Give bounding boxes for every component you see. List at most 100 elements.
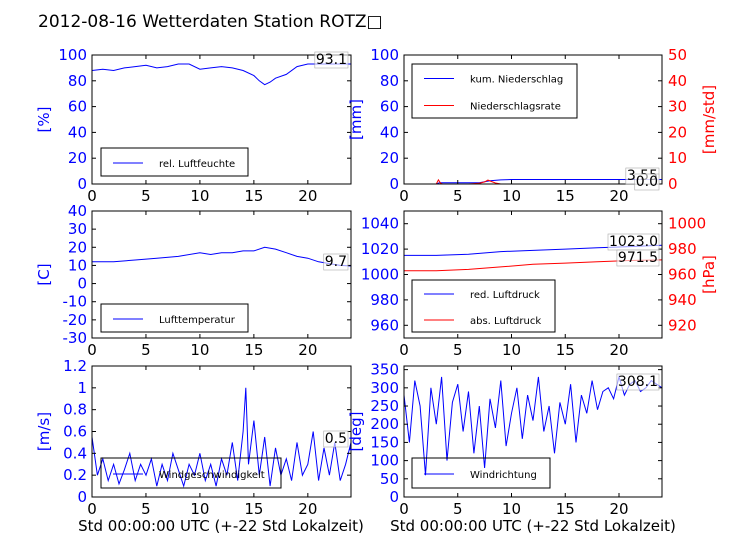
y-tick-label: 40 (380, 123, 399, 141)
legend-label: Lufttemperatur (159, 315, 236, 326)
y-tick-label: 20 (68, 149, 87, 167)
last-value-box (616, 373, 660, 391)
y-tick-label: 0.4 (63, 444, 87, 462)
y2-axis-label: [hPa] (700, 255, 718, 294)
y-tick-label: 250 (370, 397, 399, 415)
y-tick-label: 0 (77, 175, 87, 193)
x-tick-label: 15 (244, 341, 263, 359)
x-tick-label: 20 (609, 500, 628, 518)
y2-tick-label: 10 (668, 149, 687, 167)
x-tick-label: 20 (298, 341, 317, 359)
panel-temperature: 0 5 10 15 20-30-20-10010203040[C]Lufttempera… (35, 202, 352, 359)
y2-axis-label: [mm/std] (700, 85, 718, 154)
legend-label: Niederschlagsrate (470, 102, 561, 113)
y-tick-label: 50 (380, 470, 399, 488)
x-tick-label: 10 (502, 500, 521, 518)
y-tick-label: 0 (77, 275, 87, 293)
legend-label: Windrichtung (470, 470, 537, 481)
x-tick-label: 5 (453, 187, 463, 205)
y-axis-label: [deg] (347, 412, 365, 452)
y-tick-label: 100 (58, 46, 87, 64)
y-tick-label: 300 (370, 379, 399, 397)
x-tick-label: 15 (244, 187, 263, 205)
x-tick-label: 15 (556, 341, 575, 359)
y-tick-label: 0 (389, 175, 399, 193)
y-tick-label: 0.2 (63, 466, 87, 484)
plot-area (404, 211, 662, 338)
y-tick-label: 1000 (361, 266, 399, 284)
x-tick-label: 10 (502, 341, 521, 359)
y-tick-label: 150 (370, 433, 399, 451)
x-tick-label: 10 (502, 187, 521, 205)
y-tick-label: 60 (380, 98, 399, 116)
y2-tick-label: 20 (668, 123, 687, 141)
y-tick-label: 1.2 (63, 357, 87, 375)
y-tick-label: 0.6 (63, 423, 87, 441)
last-value-label: 1023.0 (609, 234, 658, 250)
y-tick-label: 0 (77, 488, 87, 506)
legend-label: red. Luftdruck (470, 290, 540, 301)
y-tick-label: -30 (63, 329, 88, 347)
y-tick-label: 80 (380, 72, 399, 90)
last-value-box (634, 173, 660, 191)
y2-tick-label: 920 (668, 316, 697, 334)
legend-box (100, 147, 249, 177)
plot-area (404, 55, 662, 184)
y-tick-label: 1020 (361, 240, 399, 258)
x-axis-label-left: Std 00:00:00 UTC (+-22 Std Lokalzeit) (78, 517, 364, 535)
x-tick-label: 0 (87, 341, 97, 359)
y-tick-label: 60 (68, 98, 87, 116)
legend-label: rel. Luftfeuchte (159, 159, 235, 170)
legend-box (411, 279, 556, 333)
y-axis-label: [%] (35, 107, 53, 133)
panel-pressure: 0 5 10 15 20 960 980 1000 1020 1040 920 940 960 980 10… (361, 210, 718, 359)
x-tick-label: 0 (399, 341, 409, 359)
y-tick-label: 100 (370, 452, 399, 470)
y2-tick-label: 1000 (668, 215, 706, 233)
last-value-box (323, 430, 349, 448)
y2-tick-label: 960 (668, 266, 697, 284)
last-value-label: 308.1 (618, 374, 658, 390)
legend-label: kum. Niederschlag (470, 75, 563, 86)
y-tick-label: 30 (68, 220, 87, 238)
x-tick-label: 5 (141, 500, 151, 518)
x-tick-label: 10 (190, 341, 209, 359)
x-tick-label: 15 (556, 500, 575, 518)
y-tick-label: 10 (68, 256, 87, 274)
y-tick-label: 80 (68, 72, 87, 90)
y-tick-label: 20 (380, 149, 399, 167)
y-tick-label: 40 (68, 202, 87, 220)
y-axis-label: [mm] (347, 99, 365, 140)
series-line (91, 63, 351, 86)
y2-tick-label: 40 (668, 72, 687, 90)
series-line (91, 387, 352, 488)
plot-area (92, 211, 351, 338)
x-tick-label: 15 (556, 187, 575, 205)
legend-box (100, 303, 249, 333)
legend-label: Windgeschwindigkeit (159, 470, 265, 481)
y-tick-label: 960 (370, 316, 399, 334)
plot-frame (91, 54, 352, 185)
x-tick-label: 5 (141, 187, 151, 205)
y-tick-label: 980 (370, 291, 399, 309)
y-tick-label: 100 (370, 46, 399, 64)
x-tick-label: 0 (399, 187, 409, 205)
plot-area (92, 366, 351, 497)
x-axis-label-right: Std 00:00:00 UTC (+-22 Std Lokalzeit) (390, 517, 676, 535)
legend-label: abs. Luftdruck (470, 316, 541, 327)
panel-wind-direction: 0 5 10 15 20050100150200250300350[deg]Windri… (347, 361, 663, 518)
y-tick-label: 200 (370, 415, 399, 433)
x-tick-label: 0 (87, 187, 97, 205)
last-value-box (323, 253, 349, 271)
legend-box (411, 63, 578, 119)
x-tick-label: 20 (298, 500, 317, 518)
y-axis-label: [C] (35, 263, 53, 285)
x-tick-label: 10 (190, 187, 209, 205)
x-tick-label: 10 (190, 500, 209, 518)
x-tick-label: 20 (609, 187, 628, 205)
legend-box (411, 457, 551, 489)
last-value-label: 0.5 (325, 431, 347, 447)
y-tick-label: 0.8 (63, 401, 87, 419)
y-axis-label: [m/s] (35, 412, 53, 451)
